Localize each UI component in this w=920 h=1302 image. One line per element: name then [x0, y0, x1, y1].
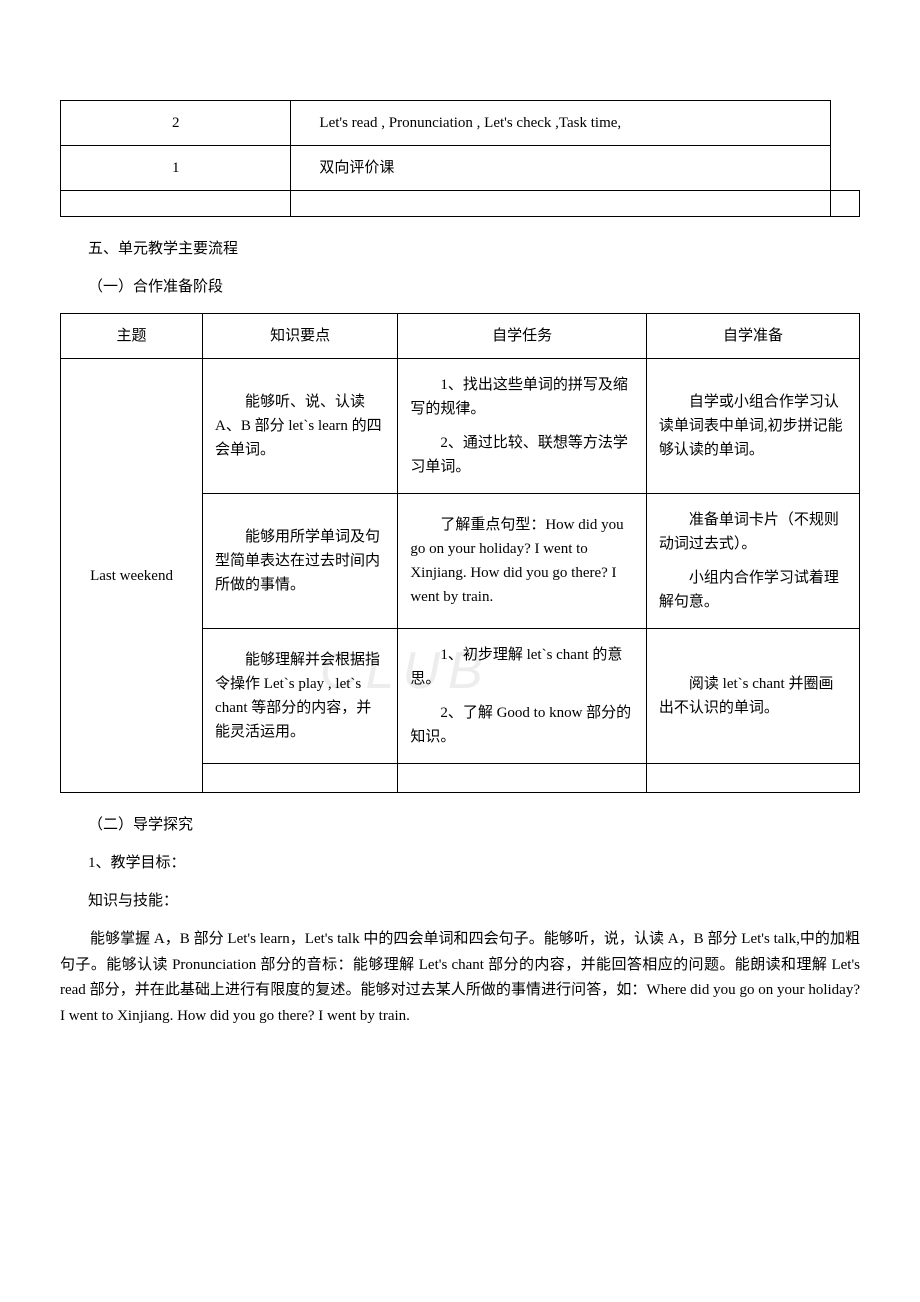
cell-text: 了解重点句型：How did you go on your holiday? I… — [410, 513, 634, 609]
content-cell: 双向评价课 — [291, 146, 831, 191]
knowledge-cell: 能够听、说、认读 A、B 部分 let`s learn 的四会单词。 — [203, 359, 398, 494]
prep-stage-table: 主题 知识要点 自学任务 自学准备 Last weekend 能够听、说、认读 … — [60, 313, 860, 793]
topic-cell: Last weekend — [61, 359, 203, 793]
empty-cell — [398, 764, 647, 793]
prep-cell: 自学或小组合作学习认读单词表中单词,初步拼记能够认读的单词。 — [646, 359, 859, 494]
body-paragraph: 能够掌握 A，B 部分 Let's learn，Let's talk 中的四会单… — [60, 927, 860, 1029]
subsection-heading-1: （一）合作准备阶段 — [88, 275, 860, 299]
knowledge-skill-heading: 知识与技能： — [88, 889, 860, 913]
header-topic: 主题 — [61, 314, 203, 359]
subsection-heading-2: （二）导学探究 — [88, 813, 860, 837]
hours-cell: 1 — [61, 146, 291, 191]
header-knowledge: 知识要点 — [203, 314, 398, 359]
cell-text: 能够听、说、认读 A、B 部分 let`s learn 的四会单词。 — [215, 390, 385, 462]
table-row: Last weekend 能够听、说、认读 A、B 部分 let`s learn… — [61, 359, 860, 494]
header-prep: 自学准备 — [646, 314, 859, 359]
empty-cell — [291, 191, 831, 217]
task-cell: 1、初步理解 let`s chant 的意思。 2、了解 Good to kno… — [398, 629, 647, 764]
table-header-row: 主题 知识要点 自学任务 自学准备 — [61, 314, 860, 359]
cell-text: 阅读 let`s chant 并圈画出不认识的单词。 — [659, 672, 847, 720]
cell-text: 2、通过比较、联想等方法学习单词。 — [410, 431, 634, 479]
cell-text: 小组内合作学习试着理解句意。 — [659, 566, 847, 614]
table-row: 1 双向评价课 — [61, 146, 860, 191]
empty-cell — [61, 191, 291, 217]
section-heading-5: 五、单元教学主要流程 — [88, 237, 860, 261]
task-cell: 了解重点句型：How did you go on your holiday? I… — [398, 494, 647, 629]
empty-cell — [203, 764, 398, 793]
prep-cell: 阅读 let`s chant 并圈画出不认识的单词。 — [646, 629, 859, 764]
task-cell: 1、找出这些单词的拼写及缩写的规律。 2、通过比较、联想等方法学习单词。 — [398, 359, 647, 494]
table-row: 2 Let's read , Pronunciation , Let's che… — [61, 101, 860, 146]
cell-text: 准备单词卡片（不规则动词过去式）。 — [659, 508, 847, 556]
cell-text: 1、找出这些单词的拼写及缩写的规律。 — [410, 373, 634, 421]
knowledge-cell: 能够理解并会根据指令操作 Let`s play , let`s chant 等部… — [203, 629, 398, 764]
cell-text: 能够理解并会根据指令操作 Let`s play , let`s chant 等部… — [215, 648, 385, 744]
cell-text: 2、了解 Good to know 部分的知识。 — [410, 701, 634, 749]
empty-cell — [830, 191, 859, 217]
empty-cell — [646, 764, 859, 793]
schedule-table: 2 Let's read , Pronunciation , Let's che… — [60, 100, 860, 217]
table-row — [61, 191, 860, 217]
content-cell: Let's read , Pronunciation , Let's check… — [291, 101, 831, 146]
teaching-goal-heading: 1、教学目标： — [88, 851, 860, 875]
hours-cell: 2 — [61, 101, 291, 146]
cell-text: 能够用所学单词及句型简单表达在过去时间内所做的事情。 — [215, 525, 385, 597]
prep-cell: 准备单词卡片（不规则动词过去式）。 小组内合作学习试着理解句意。 — [646, 494, 859, 629]
cell-text: 自学或小组合作学习认读单词表中单词,初步拼记能够认读的单词。 — [659, 390, 847, 462]
header-task: 自学任务 — [398, 314, 647, 359]
knowledge-cell: 能够用所学单词及句型简单表达在过去时间内所做的事情。 — [203, 494, 398, 629]
cell-text: 1、初步理解 let`s chant 的意思。 — [410, 643, 634, 691]
